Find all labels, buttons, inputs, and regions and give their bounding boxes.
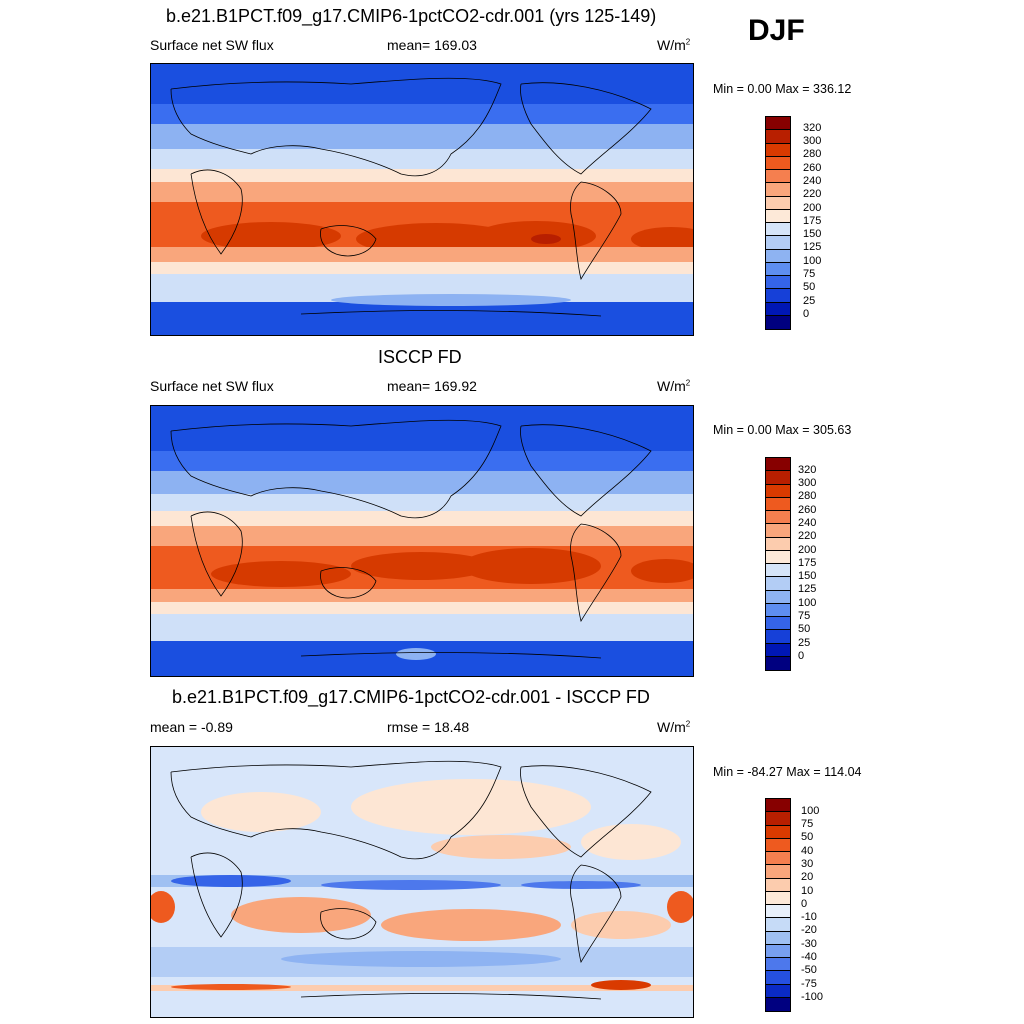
panel2-level-label: 300 bbox=[798, 477, 817, 489]
panel2-level-label: 50 bbox=[798, 623, 811, 635]
panel1-level-label: 200 bbox=[803, 202, 822, 214]
panel3-level-label: -75 bbox=[801, 978, 817, 990]
panel3-level-label: 20 bbox=[801, 871, 814, 883]
panel2-level-label: 75 bbox=[798, 610, 811, 622]
panel1-colorbar bbox=[765, 116, 791, 330]
panel1-level-label: 100 bbox=[803, 255, 822, 267]
panel1-mean: mean= 169.03 bbox=[387, 37, 477, 53]
panel3-map bbox=[150, 746, 694, 1018]
panel2-map bbox=[150, 405, 694, 677]
panel2-level-label: 280 bbox=[798, 490, 817, 502]
panel3-level-label: 10 bbox=[801, 885, 814, 897]
panel3-level-label: 100 bbox=[801, 805, 820, 817]
panel1-level-label: 260 bbox=[803, 162, 822, 174]
panel1-level-label: 125 bbox=[803, 241, 822, 253]
panel3-level-label: 75 bbox=[801, 818, 814, 830]
panel2-title: ISCCP FD bbox=[378, 347, 462, 367]
panel3-mean: mean = -0.89 bbox=[150, 719, 233, 735]
panel2-level-label: 25 bbox=[798, 637, 811, 649]
panel2-variable: Surface net SW flux bbox=[150, 378, 274, 394]
panel2-minmax: Min = 0.00 Max = 305.63 bbox=[713, 423, 852, 437]
panel1-level-label: 75 bbox=[803, 268, 816, 280]
panel1-minmax: Min = 0.00 Max = 336.12 bbox=[713, 82, 852, 96]
panel2-colorbar bbox=[765, 457, 791, 671]
panel1-map bbox=[150, 63, 694, 336]
panel2-level-label: 175 bbox=[798, 557, 817, 569]
panel3-level-label: -30 bbox=[801, 938, 817, 950]
panel3-level-label: 30 bbox=[801, 858, 814, 870]
panel2-units: W/m2 bbox=[657, 378, 691, 394]
panel1-level-label: 175 bbox=[803, 215, 822, 227]
panel2-level-label: 0 bbox=[798, 650, 805, 662]
panel2-level-label: 125 bbox=[798, 583, 817, 595]
panel2-level-label: 100 bbox=[798, 597, 817, 609]
panel3-title: b.e21.B1PCT.f09_g17.CMIP6-1pctCO2-cdr.00… bbox=[172, 687, 650, 707]
season-label: DJF bbox=[748, 14, 805, 47]
panel3-level-label: -40 bbox=[801, 951, 817, 963]
panel2-level-label: 260 bbox=[798, 504, 817, 516]
panel3-rmse: rmse = 18.48 bbox=[387, 719, 470, 735]
panel1-level-label: 150 bbox=[803, 228, 822, 240]
panel3-level-label: -50 bbox=[801, 964, 817, 976]
panel1-level-label: 220 bbox=[803, 188, 822, 200]
panel3-level-label: -20 bbox=[801, 924, 817, 936]
panel2-level-label: 200 bbox=[798, 544, 817, 556]
panel3-level-label: 0 bbox=[801, 898, 808, 910]
panel1-level-label: 0 bbox=[803, 308, 810, 320]
panel2-mean: mean= 169.92 bbox=[387, 378, 477, 394]
panel3-level-label: 50 bbox=[801, 831, 814, 843]
panel3-minmax: Min = -84.27 Max = 114.04 bbox=[713, 765, 862, 779]
panel1-level-label: 320 bbox=[803, 122, 822, 134]
panel1-level-label: 300 bbox=[803, 135, 822, 147]
panel1-level-label: 240 bbox=[803, 175, 822, 187]
panel1-level-label: 50 bbox=[803, 281, 816, 293]
panel2-level-label: 240 bbox=[798, 517, 817, 529]
panel1-title: b.e21.B1PCT.f09_g17.CMIP6-1pctCO2-cdr.00… bbox=[166, 6, 657, 26]
panel2-level-label: 150 bbox=[798, 570, 817, 582]
panel2-level-label: 220 bbox=[798, 530, 817, 542]
panel1-variable: Surface net SW flux bbox=[150, 37, 274, 53]
panel3-units: W/m2 bbox=[657, 719, 691, 735]
panel1-level-label: 280 bbox=[803, 148, 822, 160]
panel2-level-label: 320 bbox=[798, 464, 817, 476]
panel3-level-label: 40 bbox=[801, 845, 814, 857]
panel1-level-label: 25 bbox=[803, 295, 816, 307]
panel3-level-label: -10 bbox=[801, 911, 817, 923]
panel3-level-label: -100 bbox=[801, 991, 824, 1003]
panel1-units: W/m2 bbox=[657, 37, 691, 53]
panel3-colorbar bbox=[765, 798, 791, 1012]
